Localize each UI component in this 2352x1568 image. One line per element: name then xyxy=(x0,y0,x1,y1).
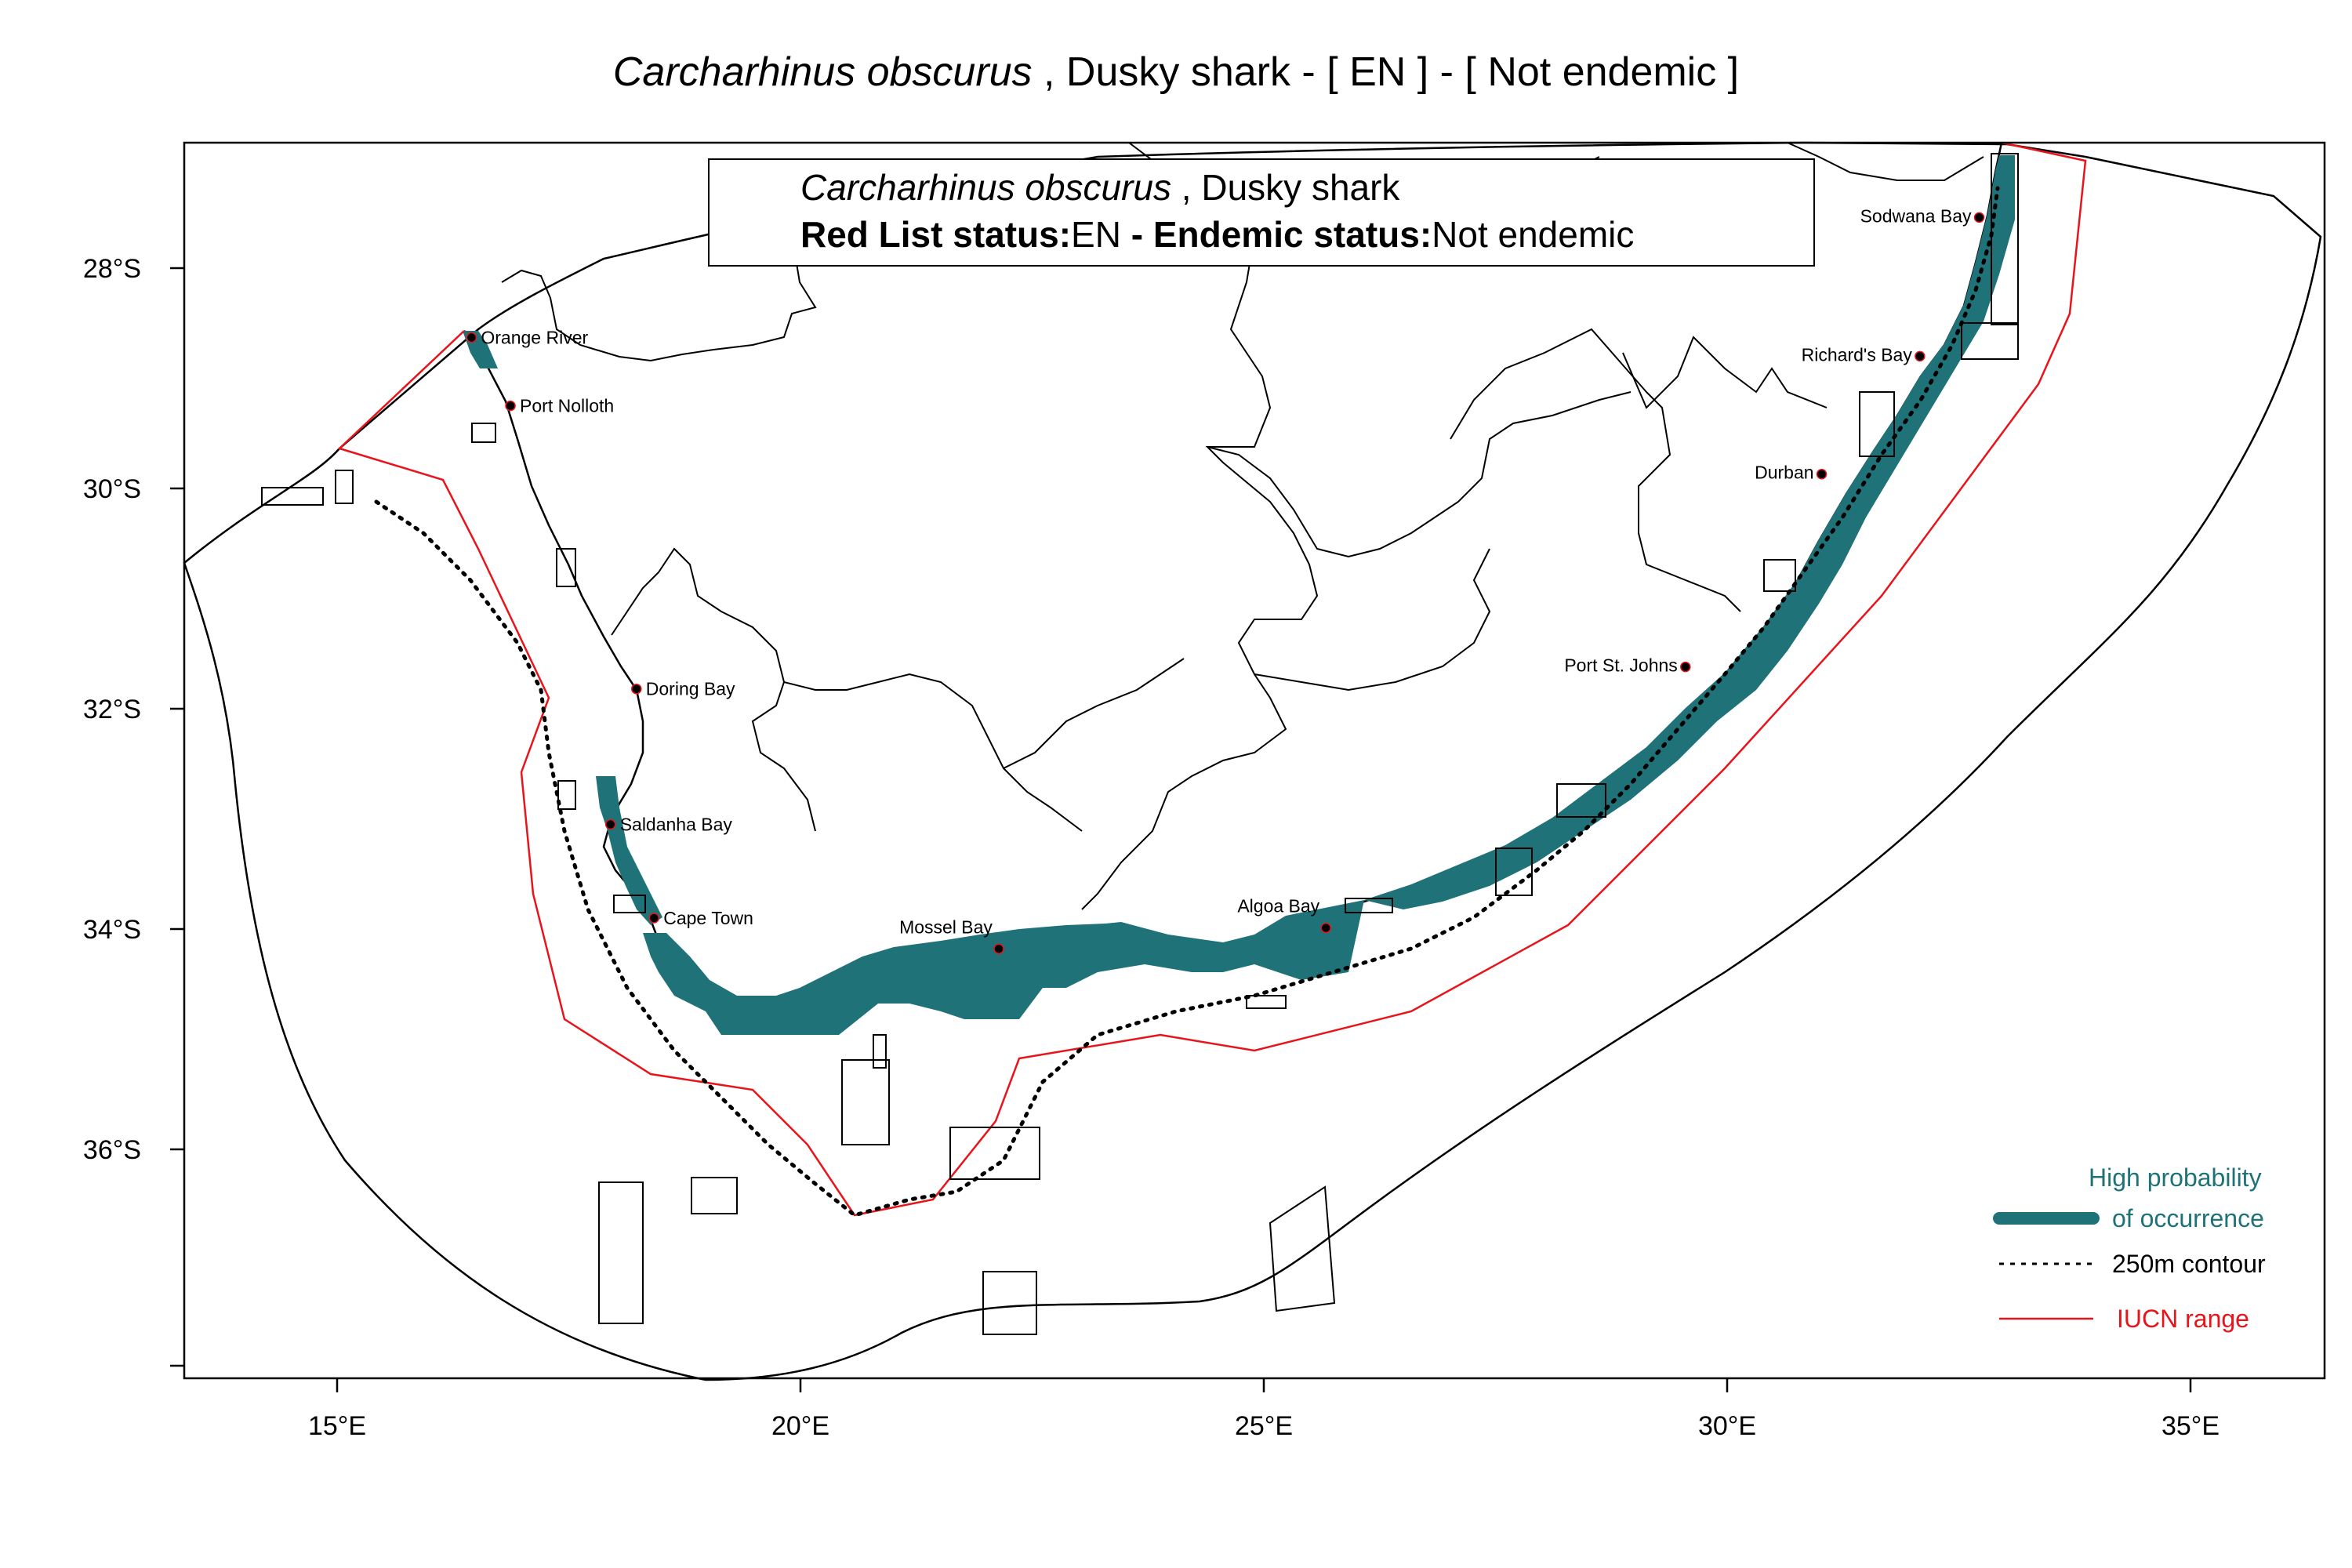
place-markers: Orange River Port Nolloth Doring Bay Saldan… xyxy=(466,205,1985,955)
title-rest: , Dusky shark - [ EN ] - [ Not endemic ] xyxy=(1032,49,1740,95)
title-species: Carcharhinus obscurus xyxy=(612,49,1033,95)
y-tick-label: 36°S xyxy=(83,1135,141,1165)
y-tick-label: 28°S xyxy=(83,254,141,284)
place-label: Durban xyxy=(1755,463,1813,483)
info-box: Carcharhinus obscurus , Dusky shark Red … xyxy=(708,158,1815,267)
place-marker xyxy=(993,943,1004,955)
status-value: EN xyxy=(1071,214,1121,255)
info-common-name: , Dusky shark xyxy=(1171,167,1400,208)
place-label: Cape Town xyxy=(663,908,753,928)
legend-contour-label: 250m contour xyxy=(2112,1250,2266,1278)
plot-frame xyxy=(183,141,2326,1380)
place-marker xyxy=(1973,212,1985,223)
y-tick-label: 34°S xyxy=(83,915,141,945)
coastline xyxy=(463,142,2003,1013)
page-title: Carcharhinus obscurus , Dusky shark - [ … xyxy=(0,49,2352,96)
endemic-value: Not endemic xyxy=(1432,214,1635,255)
y-tick-label: 32°S xyxy=(83,695,141,724)
place-marker xyxy=(1816,468,1828,480)
place-marker xyxy=(631,683,642,695)
info-species-line: Carcharhinus obscurus , Dusky shark xyxy=(800,166,1399,209)
x-tick-label: 25°E xyxy=(1235,1411,1293,1441)
place-marker xyxy=(604,818,616,830)
axis-ticks: 15°E 20°E 25°E 30°E 35°E 28°S 30°S 32°S 34°S 36°S xyxy=(83,254,2220,1441)
place-marker xyxy=(466,332,477,343)
x-tick-label: 35°E xyxy=(2161,1411,2220,1441)
place-label: Algoa Bay xyxy=(1237,896,1319,916)
legend-occurrence-line1: High probability xyxy=(2089,1163,2262,1192)
y-tick-label: 30°S xyxy=(83,474,141,504)
x-tick-label: 20°E xyxy=(771,1411,829,1441)
place-label: Port Nolloth xyxy=(520,396,614,416)
place-label: Saldanha Bay xyxy=(620,815,733,835)
x-tick-label: 30°E xyxy=(1698,1411,1756,1441)
place-label: Port St. Johns xyxy=(1564,655,1677,676)
protected-areas xyxy=(261,153,2019,1335)
legend-occurrence-line2: of occurrence xyxy=(2112,1204,2264,1232)
place-marker xyxy=(1915,350,1926,362)
x-tick-label: 15°E xyxy=(308,1411,366,1441)
legend-iucn-label: IUCN range xyxy=(2117,1305,2249,1333)
place-label: Orange River xyxy=(481,328,588,348)
place-marker xyxy=(505,400,516,412)
place-label: Richard's Bay xyxy=(1802,344,1913,365)
info-species: Carcharhinus obscurus xyxy=(800,167,1172,208)
status-label: Red List status: xyxy=(800,214,1072,255)
place-label: Mossel Bay xyxy=(899,916,993,937)
place-label: Doring Bay xyxy=(646,679,735,699)
endemic-label: - Endemic status: xyxy=(1120,214,1432,255)
iucn-range-outline xyxy=(337,141,2087,1217)
place-marker xyxy=(1680,661,1691,673)
place-label: Sodwana Bay xyxy=(1860,205,1972,226)
place-marker xyxy=(648,913,659,924)
info-status-line: Red List status:EN - Endemic status:Not … xyxy=(800,213,1634,256)
contour-250m xyxy=(374,186,2000,1218)
place-marker xyxy=(1320,922,1331,934)
